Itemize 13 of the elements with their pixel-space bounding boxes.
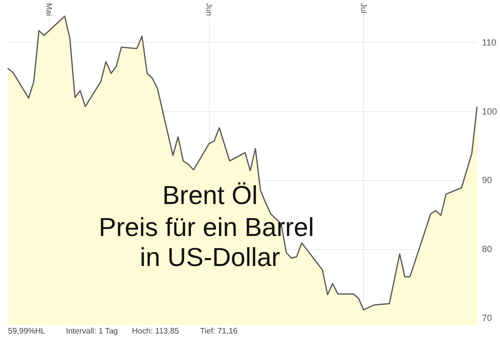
y-tick-label: 80 (482, 244, 492, 254)
y-tick-label: 90 (482, 175, 492, 186)
x-tick-label: Jun (204, 3, 214, 16)
y-tick-label: 70 (482, 313, 492, 324)
y-tick-label: 100 (482, 106, 498, 116)
x-tick-label: Jul (359, 3, 368, 14)
text: 59,99%HL (8, 326, 46, 336)
text: Hoch: 113,85 (132, 326, 180, 336)
text: Intervall: 1 Tag (66, 326, 118, 336)
text: Brent Öl (162, 180, 258, 210)
text: Tief: 71,16 (200, 326, 238, 336)
x-tick-label: Mai (44, 3, 54, 16)
y-tick-label: 110 (482, 37, 496, 48)
